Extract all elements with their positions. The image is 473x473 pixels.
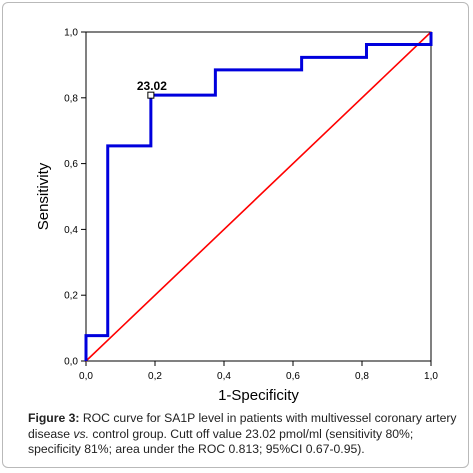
x-axis-label: 1-Specificity xyxy=(218,387,299,404)
cutoff-marker xyxy=(147,91,155,99)
caption-text-2: control group. Cutt off value 23.02 pmol… xyxy=(28,426,414,457)
figure-panel: 0,0 0,2 0,4 0,6 0,8 1,0 0,0 0,2 0,4 0,6 0,8 1,0 1-Sp… xyxy=(2,2,469,468)
y-tick-label: 0,6 xyxy=(64,159,78,170)
y-tick-label: 0,2 xyxy=(64,291,78,302)
figure-caption: Figure 3: ROC curve for SA1P level in pa… xyxy=(28,411,460,458)
y-tick-label: 1,0 xyxy=(64,28,78,39)
y-tick-label: 0,8 xyxy=(64,93,78,104)
y-tick-label: 0,4 xyxy=(64,225,78,236)
reference-diagonal-line xyxy=(85,31,432,362)
roc-chart: 0,0 0,2 0,4 0,6 0,8 1,0 0,0 0,2 0,4 0,6 0,8 1,0 1-Sp… xyxy=(35,28,438,405)
x-tick-label: 0,2 xyxy=(148,371,162,382)
x-tick-label: 0,0 xyxy=(79,371,93,382)
cutoff-label: 23.02 xyxy=(137,79,167,93)
caption-text-1: ROC curve for SA1P level in patients wit… xyxy=(28,411,457,441)
y-tick-label: 0,0 xyxy=(64,357,78,368)
series xyxy=(84,31,433,362)
y-axis-label: Sensitivity xyxy=(35,162,52,230)
caption-italic: vs. xyxy=(73,426,89,441)
x-tick-label: 0,6 xyxy=(286,371,300,382)
x-tick-label: 0,8 xyxy=(355,371,369,382)
x-tick-label: 1,0 xyxy=(424,371,438,382)
roc-curve-line xyxy=(84,32,433,361)
x-tick-label: 0,4 xyxy=(217,371,231,382)
plot-frame xyxy=(85,31,432,362)
axes: 0,0 0,2 0,4 0,6 0,8 1,0 0,0 0,2 0,4 0,6 0,8 1,0 1-Sp… xyxy=(35,28,438,405)
annotations: 23.02 xyxy=(137,79,167,99)
caption-label: Figure 3: xyxy=(28,411,80,425)
